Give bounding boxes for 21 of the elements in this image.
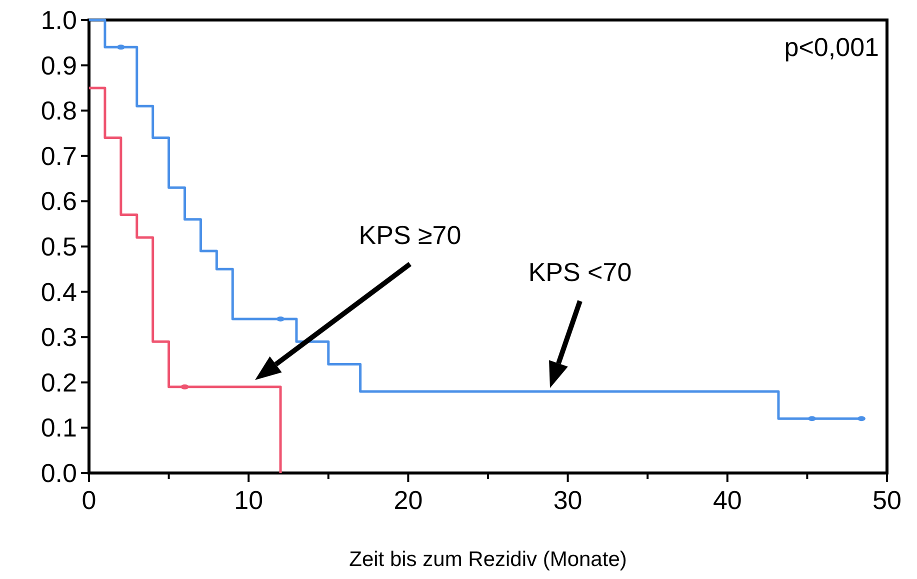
y-tick-label: 0.5	[40, 232, 77, 262]
y-tick-label: 0.7	[40, 140, 77, 171]
y-tick-label: 0.2	[40, 367, 77, 398]
y-tick-label: 0.4	[40, 276, 77, 307]
x-tick-label: 0	[82, 485, 96, 515]
y-tick-label: 0.6	[40, 186, 77, 216]
x-tick-label: 20	[394, 485, 423, 515]
y-tick-label: 0.1	[40, 412, 77, 443]
annotation: p<0,001	[784, 32, 879, 62]
annotation: KPS <70	[528, 257, 632, 287]
x-axis-title: Zeit bis zum Rezidiv (Monate)	[349, 548, 627, 571]
y-tick-label: 0.8	[40, 96, 77, 126]
annotation: KPS ≥70	[358, 220, 462, 250]
x-tick-label: 10	[234, 485, 264, 515]
y-tick-label: 0.3	[40, 322, 77, 352]
y-tick-label: 1.0	[40, 5, 77, 35]
x-tick-label: 40	[712, 485, 742, 515]
x-tick-label: 30	[553, 485, 582, 515]
x-tick-label: 50	[872, 485, 902, 515]
y-tick-label: 0.9	[40, 50, 77, 80]
y-tick-label: 0.0	[40, 458, 77, 488]
